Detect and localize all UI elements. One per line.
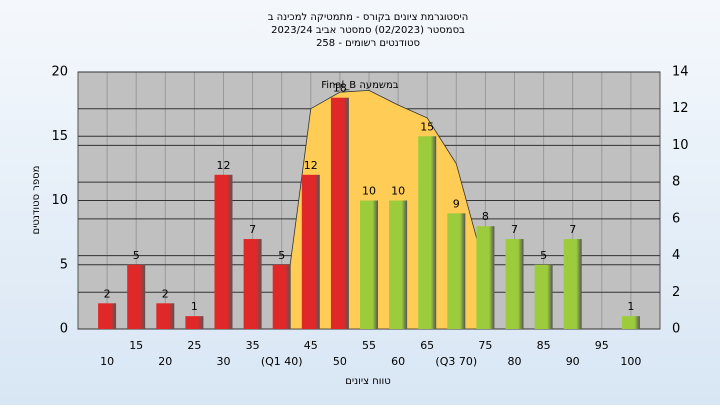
- bar: [330, 97, 349, 329]
- x-tick-label: 10: [100, 355, 114, 368]
- y-tick-label: 15: [51, 129, 68, 144]
- bar: [389, 200, 408, 329]
- y-axis-title: מספר סטודנטים: [31, 166, 42, 235]
- x-tick-label: 90: [566, 355, 580, 368]
- x-tick-label: (Q1 40): [261, 355, 303, 368]
- data-label: 5: [278, 249, 285, 262]
- chart-subtitle: סטודנטים רשומים - 258: [316, 38, 420, 49]
- bar: [98, 303, 117, 329]
- bar: [621, 316, 640, 329]
- bar: [476, 226, 495, 329]
- bar: [214, 174, 233, 329]
- y-tick-label: 5: [60, 257, 68, 272]
- data-label: 7: [249, 223, 256, 236]
- x-tick-label: 60: [391, 355, 405, 368]
- bar: [534, 264, 553, 329]
- data-label: 12: [304, 159, 318, 172]
- y2-tick-label: 12: [672, 101, 689, 116]
- x-tick-label: 20: [158, 355, 172, 368]
- data-label: 10: [391, 185, 405, 198]
- y-tick-label: 10: [51, 193, 68, 208]
- x-tick-label: 45: [304, 339, 318, 352]
- x-tick-label: 30: [217, 355, 231, 368]
- x-axis-title: טווח ציונים: [345, 376, 390, 387]
- x-tick-label: 80: [508, 355, 522, 368]
- y-tick-label: 20: [51, 65, 68, 80]
- y-tick-label: 0: [60, 322, 68, 337]
- bar: [563, 239, 582, 329]
- y2-tick-label: 4: [672, 248, 680, 263]
- bar: [272, 264, 291, 329]
- x-tick-label: (Q3 70): [435, 355, 477, 368]
- data-label: 15: [420, 120, 434, 133]
- y2-tick-label: 8: [672, 175, 680, 190]
- data-label: 18: [333, 82, 347, 95]
- y2-tick-label: 14: [672, 65, 689, 80]
- data-label: 2: [162, 287, 169, 300]
- bar: [185, 316, 204, 329]
- x-tick-label: 15: [129, 339, 143, 352]
- x-tick-label: 85: [537, 339, 551, 352]
- data-label: 1: [627, 300, 634, 313]
- bar: [243, 239, 262, 329]
- x-tick-label: 95: [595, 339, 609, 352]
- data-label: 10: [362, 185, 376, 198]
- bar: [127, 264, 146, 329]
- y2-tick-label: 10: [672, 138, 689, 153]
- data-label: 1: [191, 300, 198, 313]
- data-label: 2: [104, 287, 111, 300]
- x-tick-label: 55: [362, 339, 376, 352]
- y2-tick-label: 2: [672, 285, 680, 300]
- x-tick-label: 65: [420, 339, 434, 352]
- y2-tick-label: 0: [672, 322, 680, 337]
- x-tick-label: 75: [478, 339, 492, 352]
- bar: [360, 200, 378, 329]
- bar: [418, 136, 437, 329]
- chart-subtitle: בסמסטר (02/2023) סמסטר אביב 2023/24: [271, 25, 465, 36]
- x-tick-label: 25: [187, 339, 201, 352]
- data-label: 7: [511, 223, 518, 236]
- data-label: 5: [540, 249, 547, 262]
- data-label: 9: [453, 197, 460, 210]
- area-label: Final_B במשמעה: [321, 80, 399, 91]
- bar: [505, 239, 524, 329]
- x-tick-label: 100: [620, 355, 641, 368]
- bar: [301, 174, 320, 329]
- chart-title: היסטוגרמת ציונים בקורס - מתמטיקה למכינה …: [268, 12, 469, 23]
- x-tick-label: 50: [333, 355, 347, 368]
- x-tick-label: 35: [246, 339, 260, 352]
- data-label: 5: [133, 249, 140, 262]
- bar: [156, 303, 175, 329]
- data-label: 12: [217, 159, 231, 172]
- y2-tick-label: 6: [672, 211, 680, 226]
- data-label: 7: [569, 223, 576, 236]
- data-label: 8: [482, 210, 489, 223]
- bar: [447, 213, 466, 329]
